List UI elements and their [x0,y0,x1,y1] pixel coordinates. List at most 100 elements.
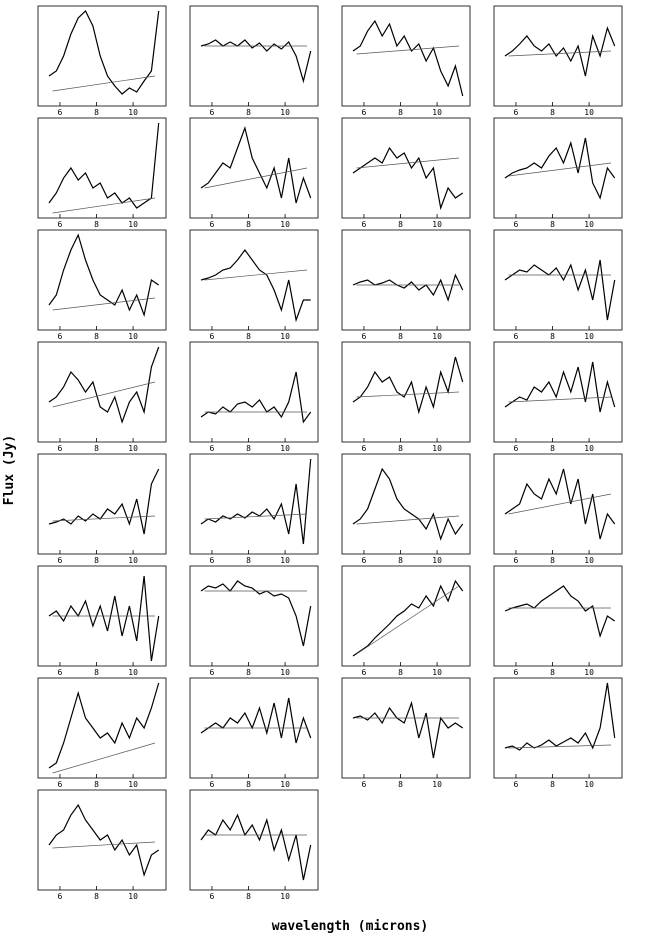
x-tick-label: 8 [246,332,251,341]
panel-frame [341,117,471,219]
continuum [52,75,156,92]
spectrum [200,458,312,545]
x-tick-label: 6 [58,780,63,789]
panel-frame [341,341,471,443]
x-tick-label: 8 [246,556,251,565]
spectrum [48,575,160,662]
panel-frame [189,5,319,107]
x-tick-label: 10 [432,668,442,677]
x-tick-label: 6 [58,220,63,229]
y-axis-title: Flux (Jy) [2,435,17,505]
continuum [52,197,156,214]
x-tick-label: 6 [362,668,367,677]
x-tick-label: 10 [432,556,442,565]
continuum [204,269,308,281]
spectrum [200,125,312,204]
x-tick-label: 6 [514,444,519,453]
x-tick-label: 6 [362,780,367,789]
x-tick-label: 6 [210,444,215,453]
x-tick-label: 6 [514,780,519,789]
spectrum [200,697,312,744]
x-tick-label: 8 [94,556,99,565]
x-tick-label: 10 [432,444,442,453]
spectrum [352,356,464,415]
x-tick-label: 6 [362,108,367,117]
spectrum [48,233,160,318]
x-tick-label: 6 [514,332,519,341]
spectrum [504,259,616,321]
x-tick-label: 10 [280,668,290,677]
x-tick-label: 10 [280,556,290,565]
x-tick-label: 8 [246,668,251,677]
x-tick-label: 10 [432,332,442,341]
x-tick-label: 6 [58,332,63,341]
spectrum [48,346,160,424]
continuum [204,167,308,189]
panel-frame [37,677,167,779]
spectrum [352,467,464,541]
panel-frame [341,453,471,555]
x-tick-label: 6 [514,556,519,565]
x-tick-label: 8 [246,444,251,453]
continuum [508,744,612,749]
x-tick-label: 6 [210,892,215,901]
x-tick-label: 8 [246,108,251,117]
spectrum [200,248,311,323]
x-tick-label: 10 [128,668,138,677]
x-tick-label: 8 [246,780,251,789]
x-tick-label: 10 [584,220,594,229]
x-tick-label: 6 [210,332,215,341]
spectrum [352,273,464,302]
spectrum [48,468,160,535]
x-tick-label: 8 [550,556,555,565]
x-axis-title: wavelength (microns) [272,919,429,934]
x-tick-label: 10 [280,892,290,901]
x-tick-label: 10 [584,668,594,677]
x-tick-label: 6 [514,108,519,117]
x-tick-label: 8 [246,892,251,901]
continuum [52,297,156,311]
spectrum [200,371,312,424]
panel-frame [189,677,319,779]
x-tick-label: 10 [584,108,594,117]
x-tick-label: 8 [94,780,99,789]
x-tick-label: 10 [280,444,290,453]
x-tick-label: 6 [210,668,215,677]
x-tick-label: 6 [210,556,215,565]
spectrum [352,700,464,759]
panel-frame [493,5,623,107]
spectrum [200,813,312,881]
panel-frame [493,453,623,555]
spectrum [48,682,160,769]
continuum [508,396,612,403]
panel-frame [189,117,319,219]
x-tick-label: 6 [514,220,519,229]
continuum [508,162,612,177]
spectrum [504,361,616,413]
x-tick-label: 8 [94,444,99,453]
panel-frame [189,789,319,891]
continuum [356,515,460,525]
panel-frame [189,453,319,555]
continuum [52,515,156,522]
x-tick-label: 10 [128,892,138,901]
x-tick-label: 8 [550,332,555,341]
spectrum [200,39,312,84]
x-tick-label: 10 [128,780,138,789]
x-tick-label: 10 [432,108,442,117]
x-tick-label: 10 [280,108,290,117]
x-tick-label: 8 [550,444,555,453]
spectrum [48,803,160,878]
continuum [52,381,156,408]
spectrum [504,585,616,639]
x-tick-label: 6 [58,556,63,565]
x-tick-label: 10 [128,556,138,565]
panel-frame [341,677,471,779]
x-tick-label: 8 [94,668,99,677]
panel-frame [37,5,167,107]
x-tick-label: 8 [94,108,99,117]
spectrum [504,468,616,540]
x-tick-label: 6 [210,108,215,117]
x-tick-label: 8 [398,332,403,341]
